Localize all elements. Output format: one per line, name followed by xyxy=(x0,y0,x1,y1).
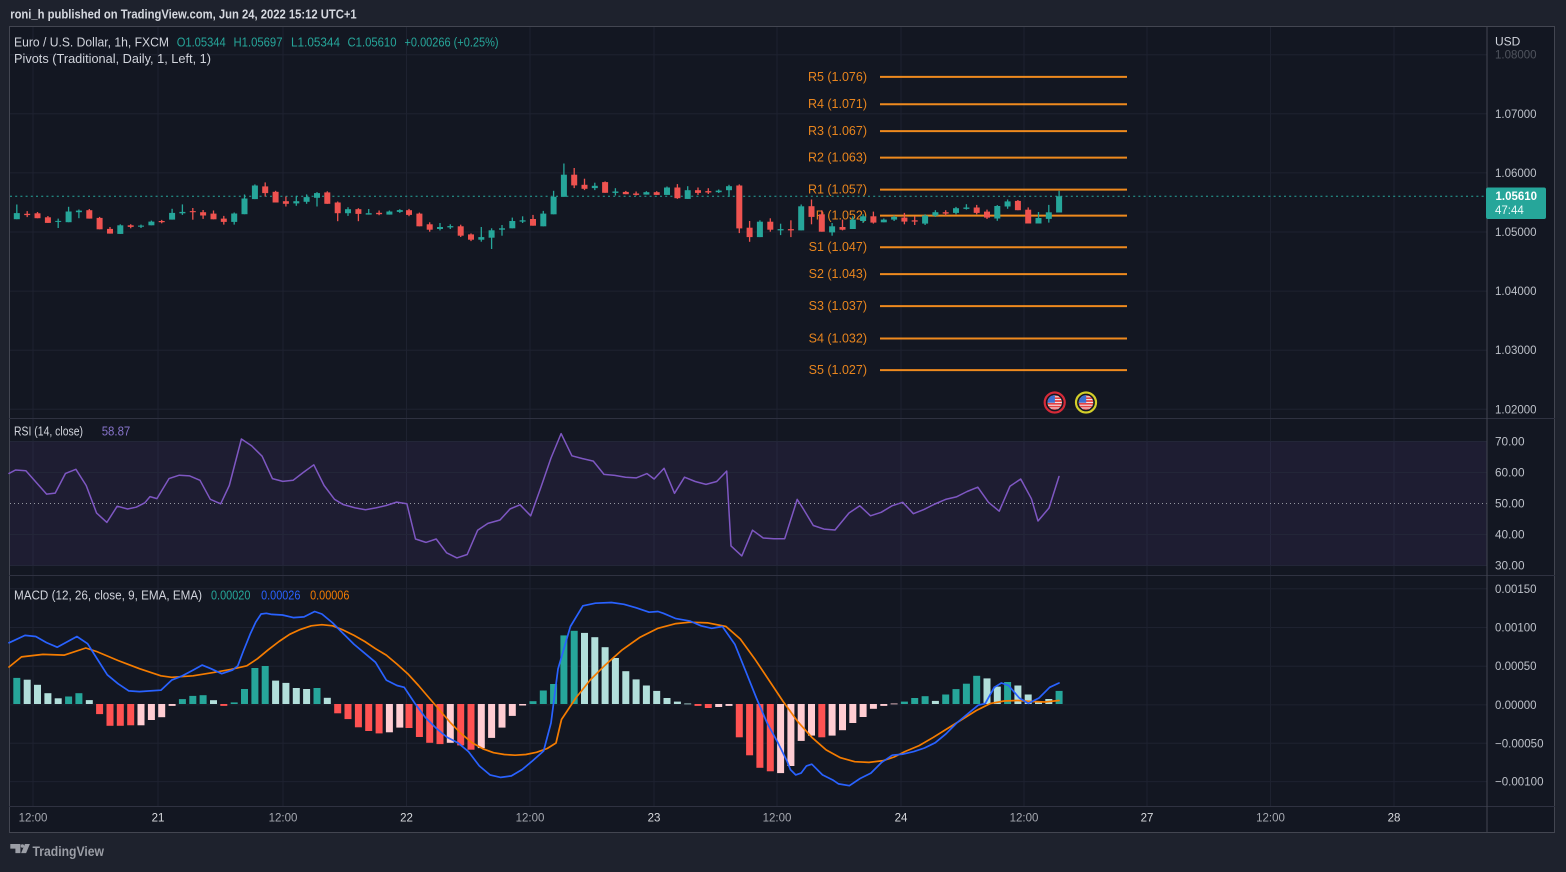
svg-text:USD: USD xyxy=(1495,35,1521,49)
svg-text:0.00150: 0.00150 xyxy=(1495,584,1537,596)
svg-text:S4 (1.032): S4 (1.032) xyxy=(809,332,867,346)
svg-text:24: 24 xyxy=(895,813,908,825)
svg-text:−0.00050: −0.00050 xyxy=(1495,738,1544,750)
svg-text:12:00: 12:00 xyxy=(1256,813,1285,825)
svg-text:MACD (12, 26, close, 9, EMA, E: MACD (12, 26, close, 9, EMA, EMA) xyxy=(14,589,202,603)
svg-text:TradingView: TradingView xyxy=(33,843,105,859)
svg-text:21: 21 xyxy=(152,813,165,825)
svg-text:S5 (1.027): S5 (1.027) xyxy=(809,363,867,377)
svg-text:70.00: 70.00 xyxy=(1495,437,1525,449)
svg-text:−0.00100: −0.00100 xyxy=(1495,777,1544,789)
svg-text:L1.05344: L1.05344 xyxy=(291,35,340,50)
svg-text:12:00: 12:00 xyxy=(19,813,48,825)
svg-text:C1.05610: C1.05610 xyxy=(348,35,397,50)
svg-text:12:00: 12:00 xyxy=(516,813,545,825)
svg-text:0.00006: 0.00006 xyxy=(310,589,349,603)
svg-text:H1.05697: H1.05697 xyxy=(234,35,283,50)
svg-text:1.07000: 1.07000 xyxy=(1495,109,1537,121)
svg-text:27: 27 xyxy=(1141,813,1154,825)
svg-text:12:00: 12:00 xyxy=(763,813,792,825)
svg-text:R4 (1.071): R4 (1.071) xyxy=(808,97,867,111)
svg-text:R5 (1.076): R5 (1.076) xyxy=(808,70,867,84)
svg-text:28: 28 xyxy=(1388,813,1401,825)
svg-text:47:44: 47:44 xyxy=(1495,205,1524,217)
svg-text:0.00100: 0.00100 xyxy=(1495,623,1537,635)
svg-text:R2 (1.063): R2 (1.063) xyxy=(808,151,867,165)
svg-text:0.00026: 0.00026 xyxy=(261,589,300,603)
svg-text:1.05000: 1.05000 xyxy=(1495,227,1537,239)
svg-text:12:00: 12:00 xyxy=(269,813,298,825)
svg-text:O1.05344: O1.05344 xyxy=(177,35,226,50)
svg-text:1.08000: 1.08000 xyxy=(1495,50,1537,62)
svg-text:S1 (1.047): S1 (1.047) xyxy=(809,240,867,254)
svg-text:+0.00266 (+0.25%): +0.00266 (+0.25%) xyxy=(405,35,499,50)
svg-text:0.00000: 0.00000 xyxy=(1495,700,1537,712)
svg-text:R3 (1.067): R3 (1.067) xyxy=(808,124,867,138)
svg-text:1.06000: 1.06000 xyxy=(1495,168,1537,180)
svg-text:22: 22 xyxy=(400,813,413,825)
svg-text:12:00: 12:00 xyxy=(1010,813,1039,825)
svg-text:RSI (14, close): RSI (14, close) xyxy=(14,425,83,439)
svg-text:1.03000: 1.03000 xyxy=(1495,345,1537,357)
svg-text:roni_h published on TradingVie: roni_h published on TradingView.com, Jun… xyxy=(10,8,357,22)
svg-text:P (1.052): P (1.052) xyxy=(816,209,867,223)
svg-text:0.00050: 0.00050 xyxy=(1495,661,1537,673)
svg-text:1.02000: 1.02000 xyxy=(1495,404,1537,416)
svg-text:S3 (1.037): S3 (1.037) xyxy=(809,299,867,313)
svg-text:1.05610: 1.05610 xyxy=(1496,189,1538,203)
svg-text:50.00: 50.00 xyxy=(1495,499,1525,511)
svg-text:23: 23 xyxy=(648,813,661,825)
svg-text:S2 (1.043): S2 (1.043) xyxy=(809,267,867,281)
svg-text:0.00020: 0.00020 xyxy=(211,589,250,603)
svg-text:1.04000: 1.04000 xyxy=(1495,286,1537,298)
svg-text:40.00: 40.00 xyxy=(1495,530,1525,542)
svg-text:58.87: 58.87 xyxy=(102,425,131,439)
svg-text:30.00: 30.00 xyxy=(1495,561,1525,573)
svg-text:Pivots (Traditional, Daily, 1,: Pivots (Traditional, Daily, 1, Left, 1) xyxy=(14,51,211,66)
svg-text:Euro / U.S. Dollar, 1h, FXCM: Euro / U.S. Dollar, 1h, FXCM xyxy=(14,35,169,50)
svg-text:60.00: 60.00 xyxy=(1495,468,1525,480)
svg-text:R1 (1.057): R1 (1.057) xyxy=(808,183,867,197)
